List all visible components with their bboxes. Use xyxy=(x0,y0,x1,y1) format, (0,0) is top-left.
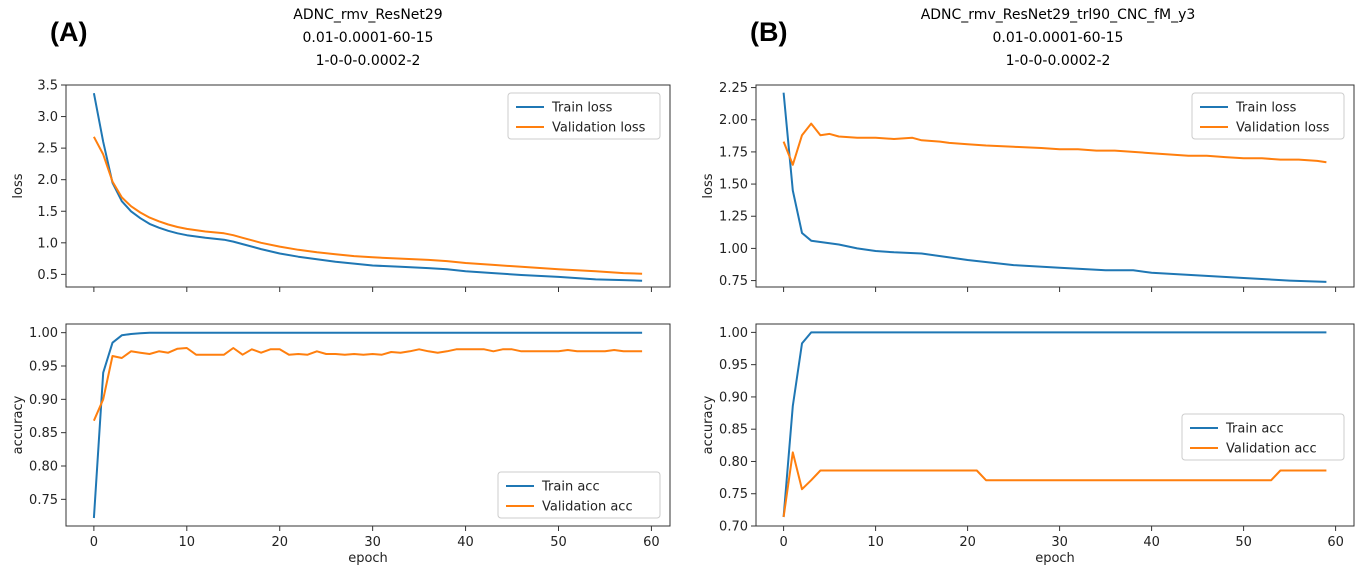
x-tick-label: 20 xyxy=(271,535,288,550)
plot-frame xyxy=(755,323,1355,527)
x-tick-label: 10 xyxy=(867,535,884,550)
legend-box xyxy=(507,92,661,140)
panel-b-accuracy-plot: 0.70 0.75 0.80 0.85 0.90 0.95 1.00 0 10 20 30 40 50 6… xyxy=(701,323,1355,566)
legend-label: Train loss xyxy=(1235,101,1297,116)
y-tick-label: 1.50 xyxy=(719,178,748,193)
y-tick-label: 2.5 xyxy=(37,142,58,157)
y-tick-label: 1.75 xyxy=(719,145,748,160)
y-tick-label: 0.90 xyxy=(29,393,58,408)
x-tick-label: 30 xyxy=(364,535,381,550)
x-tick-label: 0 xyxy=(90,535,98,550)
x-axis-label: epoch xyxy=(1035,551,1075,566)
legend-label: Train acc xyxy=(541,480,600,495)
y-tick-label: 0.95 xyxy=(719,358,748,373)
y-tick-label: 0.75 xyxy=(719,274,748,289)
y-axis-label: accuracy xyxy=(701,395,716,454)
y-tick-label: 0.85 xyxy=(719,423,748,438)
panel-a-label: (A) xyxy=(50,17,87,47)
y-tick-label: 2.00 xyxy=(719,113,748,128)
y-tick-label: 1.00 xyxy=(29,326,58,341)
y-tick-label: 2.0 xyxy=(37,173,58,188)
x-tick-label: 40 xyxy=(457,535,474,550)
panel-a-title-line-2: 0.01-0.0001-60-15 xyxy=(303,30,434,46)
legend-label: Validation loss xyxy=(1236,121,1330,136)
y-tick-label: 1.25 xyxy=(719,210,748,225)
plot-frame xyxy=(65,84,671,288)
y-tick-label: 3.0 xyxy=(37,110,58,125)
x-tick-label: 30 xyxy=(1051,535,1068,550)
y-tick-label: 3.5 xyxy=(37,79,58,94)
panel-b-loss-plot: 0.75 1.00 1.25 1.50 1.75 2.00 2.25 loss Train lo… xyxy=(701,81,1355,292)
y-tick-label: 0.75 xyxy=(719,487,748,502)
y-tick-label: 0.75 xyxy=(29,493,58,508)
panel-a-accuracy-plot: 0.75 0.80 0.85 0.90 0.95 1.00 0 10 20 30 40 50 60 acc… xyxy=(11,323,671,566)
train-series-line xyxy=(782,331,1327,518)
y-tick-label: 0.90 xyxy=(719,390,748,405)
x-axis-label: epoch xyxy=(348,551,388,566)
legend-box xyxy=(1181,413,1345,461)
y-tick-label: 2.25 xyxy=(719,81,748,96)
legend-label: Train loss xyxy=(551,101,613,116)
x-tick-label: 10 xyxy=(179,535,196,550)
validation-series-line xyxy=(93,136,643,275)
y-tick-label: 0.95 xyxy=(29,360,58,375)
panel-a-loss-plot: 0.5 1.0 1.5 2.0 2.5 3.0 3.5 loss Train loss Valid… xyxy=(11,79,671,292)
panel-b-label: (B) xyxy=(750,17,787,47)
y-tick-label: 0.85 xyxy=(29,426,58,441)
panel-b-title-line-2: 0.01-0.0001-60-15 xyxy=(993,30,1124,46)
panel-b-title-line-3: 1-0-0-0.0002-2 xyxy=(1006,53,1111,69)
legend-label: Validation loss xyxy=(552,121,646,136)
y-tick-label: 1.00 xyxy=(719,242,748,257)
legend-label: Train acc xyxy=(1225,422,1284,437)
validation-series-line xyxy=(782,122,1327,166)
train-series-line xyxy=(782,92,1327,283)
x-tick-label: 20 xyxy=(959,535,976,550)
x-tick-label: 40 xyxy=(1143,535,1160,550)
plot-frame xyxy=(65,323,671,527)
x-tick-label: 60 xyxy=(643,535,660,550)
legend-label: Validation acc xyxy=(1226,442,1317,457)
legend-box xyxy=(497,471,661,519)
x-tick-label: 0 xyxy=(779,535,787,550)
y-axis-label: loss xyxy=(11,173,26,198)
panel-b-title-line-1: ADNC_rmv_ResNet29_trl90_CNC_fM_y3 xyxy=(921,7,1196,23)
y-tick-label: 0.80 xyxy=(719,455,748,470)
train-series-line xyxy=(92,331,643,519)
legend-box xyxy=(1191,92,1345,140)
train-series-line xyxy=(92,93,643,282)
validation-series-line xyxy=(782,451,1327,518)
y-axis-label: loss xyxy=(701,173,716,198)
y-tick-label: 0.5 xyxy=(37,268,58,283)
y-tick-label: 0.70 xyxy=(719,520,748,535)
legend-label: Validation acc xyxy=(542,500,633,515)
plot-frame xyxy=(755,84,1355,288)
y-tick-label: 0.80 xyxy=(29,460,58,475)
y-tick-label: 1.5 xyxy=(37,205,58,220)
y-tick-label: 1.00 xyxy=(719,326,748,341)
panel-a-title-line-3: 1-0-0-0.0002-2 xyxy=(316,53,421,69)
panel-a-title-line-1: ADNC_rmv_ResNet29 xyxy=(293,7,442,23)
x-tick-label: 60 xyxy=(1327,535,1344,550)
x-tick-label: 50 xyxy=(550,535,567,550)
x-tick-label: 50 xyxy=(1235,535,1252,550)
y-axis-label: accuracy xyxy=(11,395,26,454)
y-tick-label: 1.0 xyxy=(37,236,58,251)
validation-series-line xyxy=(92,347,643,422)
